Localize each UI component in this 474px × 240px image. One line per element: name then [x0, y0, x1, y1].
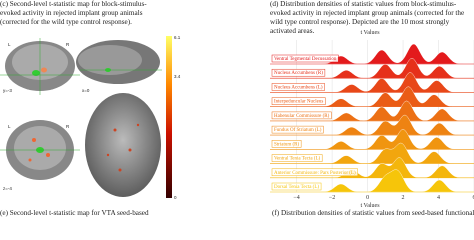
- label-box: [271, 97, 326, 105]
- category-label: Ventral Tenia Tecta (L): [274, 157, 321, 162]
- category-label: Nucleus Accumbens (R): [274, 71, 323, 76]
- category-label: Interpeduncular Nucleus: [274, 100, 323, 105]
- caption: (f) Distribution densities of statistic …: [272, 209, 474, 217]
- caption: (e) Second-level t-statistic map for VTA…: [0, 209, 149, 217]
- x-tick-label: 2: [402, 195, 405, 201]
- page: L R L R y=-3 x=0 z=-4 6.1 3.4 0 (c) Seco…: [0, 0, 474, 219]
- label-box: [271, 154, 323, 162]
- top-axis-label: t Values: [360, 30, 380, 36]
- orientation-label: R: [66, 42, 70, 47]
- category-label: Habenular Commissure (R): [274, 114, 330, 119]
- colorbar-label: 0: [174, 195, 177, 200]
- category-label: Nucleus Accumbens (L): [274, 85, 323, 90]
- coord-label: z=-4: [3, 186, 12, 191]
- x-tick-label: 4: [437, 195, 440, 201]
- caption: (d) Distribution densities of statistic …: [270, 0, 465, 34]
- label-box: [271, 111, 332, 120]
- orientation-label: R: [66, 124, 70, 129]
- category-label: Anterior Commissure: Pars Posterior (L): [274, 171, 356, 176]
- label-box: [271, 68, 326, 77]
- coord-label: y=-3: [3, 88, 12, 93]
- colorbar: [166, 36, 172, 198]
- orientation-label: L: [8, 124, 11, 129]
- x-tick-label: −2: [329, 195, 335, 201]
- x-tick-label: 6: [473, 195, 474, 201]
- caption: (c) Second-level t-statistic map for blo…: [0, 0, 147, 26]
- orientation-label: L: [8, 42, 11, 47]
- brain-images: L R L R y=-3 x=0 z=-4 6.1 3.4 0: [0, 33, 181, 200]
- category-label: Striatum (R): [274, 142, 299, 147]
- category-label: Ventral Tegmental Decussation: [274, 57, 337, 62]
- x-axis-label: t Values: [360, 203, 380, 209]
- label-box: [271, 125, 324, 134]
- category-label: Fundus Of Striatum (L): [274, 128, 322, 133]
- x-tick-label: 0: [366, 195, 369, 201]
- ridge-plot: t Values −4 −2 0 2 4 6 t Values Ventral Tegmenta…: [269, 30, 474, 209]
- x-tick-label: −4: [293, 195, 299, 201]
- label-box: [271, 83, 325, 91]
- label-box: [271, 54, 339, 63]
- figure: L R L R y=-3 x=0 z=-4 6.1 3.4 0 (c) Seco…: [0, 0, 474, 217]
- colorbar-label: 3.4: [174, 74, 181, 79]
- brain-3d: [85, 93, 161, 197]
- coord-label: x=0: [82, 88, 90, 93]
- label-box: [271, 168, 358, 177]
- category-label: Dorsal Tenia Tecta (L): [274, 185, 319, 190]
- label-box: [271, 140, 302, 148]
- label-box: [271, 182, 322, 191]
- colorbar-label: 6.1: [174, 35, 181, 40]
